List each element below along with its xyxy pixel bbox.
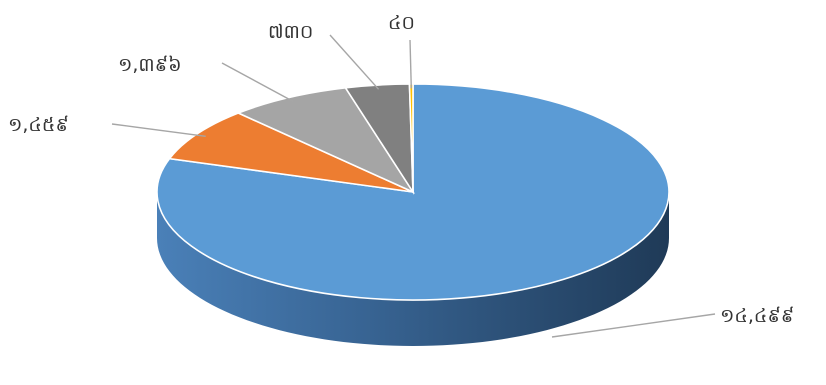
- data-label-4: ៧៣០: [268, 21, 313, 43]
- leader-line-5: [409, 39, 412, 89]
- pie-slice-3: [236, 86, 416, 194]
- pie-slice-2: [168, 112, 414, 193]
- leader-line-4: [329, 34, 380, 90]
- pie-slices: [156, 83, 670, 301]
- data-label-2: ១,៤៥៩: [8, 114, 69, 136]
- data-label-5: ៤០: [388, 12, 415, 34]
- leader-line-1: [551, 313, 716, 338]
- pie-slice-1: [156, 83, 670, 301]
- data-labels: ១៤,៤៩៩ ១,៤៥៩ ១,៣៩៦ ៧៣០ ៤០: [8, 12, 794, 327]
- data-label-3: ១,៣៩៦: [118, 54, 182, 76]
- leader-line-3: [221, 62, 294, 103]
- pie-side-wall: [157, 192, 669, 346]
- leader-line-2: [111, 123, 206, 138]
- leader-lines: [111, 34, 716, 338]
- pie-side-wall-shape: [157, 192, 669, 346]
- data-label-1: ១៤,៤៩៩: [720, 305, 794, 327]
